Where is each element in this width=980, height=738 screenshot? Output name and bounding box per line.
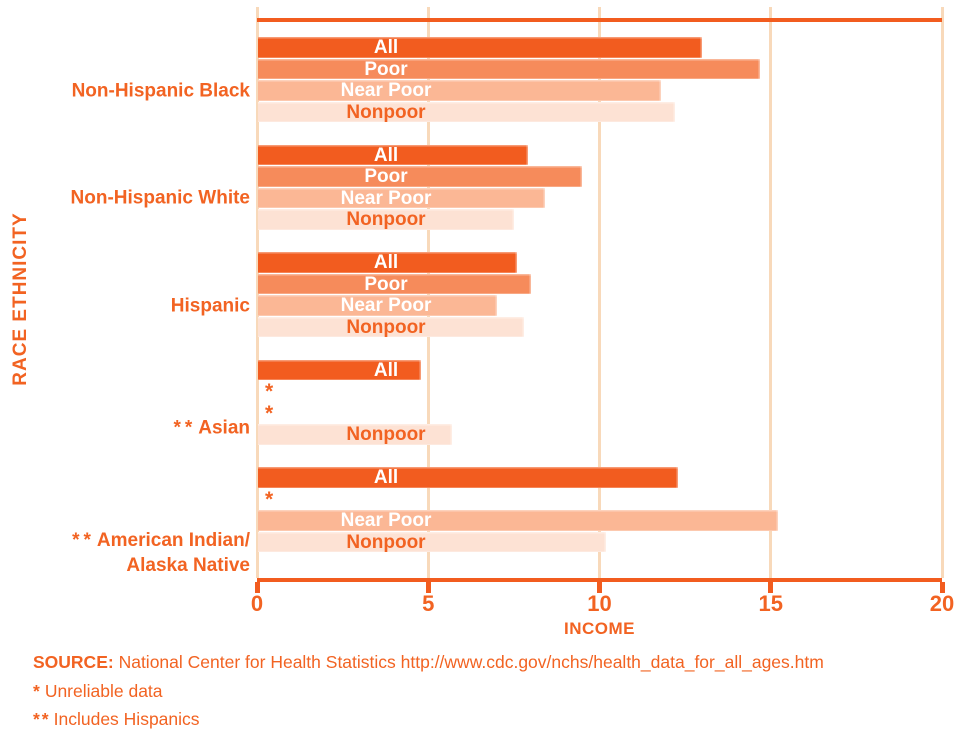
bar-poor <box>258 273 531 294</box>
bar-near-poor <box>258 510 778 531</box>
group-label-line: Alaska Native <box>126 555 250 576</box>
bar-all <box>258 252 518 273</box>
bar-label: All <box>373 252 399 273</box>
bar-poor <box>258 58 761 79</box>
plot-area: All Poor Near Poor Nonpoor All Poor Near Poor N… <box>254 7 945 593</box>
bar-all <box>258 359 422 380</box>
grid-line <box>940 7 944 578</box>
bar-label: Nonpoor <box>346 424 426 445</box>
footnote-includes-hispanics: ** Includes Hispanics <box>33 705 824 734</box>
bar-label: All <box>373 359 399 381</box>
unreliable-asterisk: * <box>265 487 274 511</box>
unreliable-asterisk: * <box>265 401 274 425</box>
bar-nonpoor <box>258 531 607 552</box>
x-tick-label: 20 <box>929 591 955 616</box>
footnote-text: Includes Hispanics <box>53 709 200 729</box>
grid-line <box>598 7 601 578</box>
x-tick-label: 15 <box>758 591 783 616</box>
bar-label: Near Poor <box>340 80 432 101</box>
bar-label: All <box>373 144 399 166</box>
x-axis-tick <box>768 582 774 593</box>
bar-label: Near Poor <box>340 510 432 531</box>
x-tick-label: 5 <box>422 591 435 616</box>
bar-near-poor <box>258 187 545 208</box>
x-axis-title: INCOME <box>564 619 635 638</box>
bar-nonpoor <box>258 424 453 445</box>
group-label: Non-Hispanic Black <box>0 78 250 103</box>
plot-top-border <box>257 18 942 22</box>
x-tick-label: 0 <box>250 591 264 616</box>
bar-label: Poor <box>364 273 408 295</box>
bar-all <box>258 467 679 488</box>
bar-label: Poor <box>364 58 408 80</box>
footnote-unreliable: * Unreliable data <box>33 677 824 706</box>
x-axis-tick <box>254 582 260 593</box>
bar-label: Near Poor <box>340 295 432 316</box>
grid-line <box>255 7 259 578</box>
unreliable-group-asterisks: ** <box>72 530 95 551</box>
unreliable-asterisk: * <box>265 380 274 403</box>
footnote-symbol: ** <box>33 709 51 729</box>
bar-all <box>258 144 528 165</box>
x-axis-tick-labels: 0 5 10 15 20 <box>251 591 954 617</box>
group-label-line: Hispanic <box>170 295 250 317</box>
footnote-symbol: * <box>33 680 42 701</box>
bar-label: Nonpoor <box>346 316 426 338</box>
footer: SOURCE: National Center for Health Stati… <box>33 648 824 734</box>
bar-label: All <box>373 37 399 58</box>
bar-near-poor <box>258 80 662 101</box>
x-axis-tick <box>939 582 945 593</box>
source-text: National Center for Health Statistics ht… <box>118 652 824 672</box>
group-label-line: Non-Hispanic Black <box>71 80 250 102</box>
group-label: Non-Hispanic White <box>0 186 250 211</box>
unreliable-group-asterisks: ** <box>173 417 197 439</box>
bar-label: All <box>373 467 399 488</box>
group-label-line: American Indian/ <box>96 530 250 551</box>
bar-nonpoor <box>258 101 675 122</box>
x-axis-tick <box>425 582 431 593</box>
bar-label: Poor <box>364 166 408 187</box>
bar-label: Nonpoor <box>346 209 426 230</box>
grid-line <box>769 7 773 578</box>
bar-all <box>258 37 703 58</box>
category-labels-column: Non-Hispanic Black Non-Hispanic White Hisp… <box>0 0 250 738</box>
group-label-line: Non-Hispanic White <box>70 187 250 209</box>
source-line: SOURCE: National Center for Health Stati… <box>33 648 824 677</box>
group-label: ** American Indian/Alaska Native <box>0 528 250 578</box>
bar-poor <box>258 166 583 187</box>
x-tick-label: 10 <box>587 591 612 616</box>
x-axis-line <box>257 578 942 582</box>
footnote-text: Unreliable data <box>44 680 163 701</box>
group-label: ** Asian <box>0 416 250 441</box>
bar-label: Nonpoor <box>346 101 426 123</box>
x-axis-tick <box>597 582 602 593</box>
bar-near-poor <box>258 295 497 316</box>
source-label: SOURCE: <box>33 652 114 672</box>
bar-nonpoor <box>258 209 514 230</box>
group-label-line: Asian <box>198 417 250 439</box>
bar-label: Nonpoor <box>346 531 426 553</box>
bar-nonpoor <box>258 316 525 337</box>
group-label: Hispanic <box>0 293 250 318</box>
bar-label: Near Poor <box>340 187 432 209</box>
